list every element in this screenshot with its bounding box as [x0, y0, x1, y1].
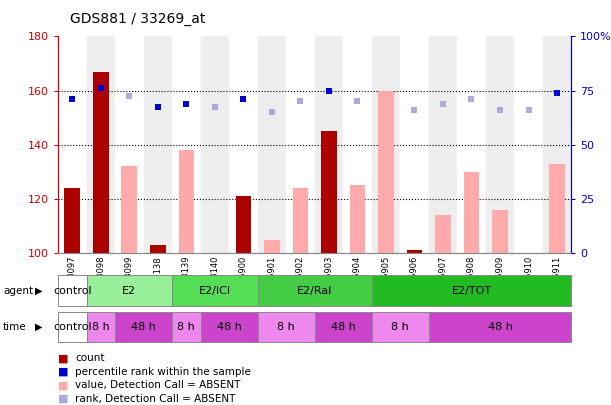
Bar — [65, 188, 80, 253]
Text: E2: E2 — [122, 286, 136, 296]
Point — [324, 87, 334, 94]
Bar — [122, 166, 137, 253]
Bar — [486, 36, 514, 253]
Bar — [464, 172, 480, 253]
Text: 8 h: 8 h — [277, 322, 295, 332]
Bar — [457, 36, 486, 253]
Bar — [293, 188, 309, 253]
Bar — [93, 72, 109, 253]
Bar — [371, 312, 429, 342]
Bar — [229, 36, 258, 253]
Text: E2/TOT: E2/TOT — [452, 286, 492, 296]
Bar — [172, 275, 258, 306]
Text: 48 h: 48 h — [488, 322, 513, 332]
Bar — [178, 205, 194, 253]
Bar — [429, 36, 457, 253]
Bar — [200, 312, 258, 342]
Text: time: time — [3, 322, 27, 332]
Point — [296, 98, 306, 104]
Bar — [58, 36, 87, 253]
Point — [210, 104, 220, 110]
Bar — [264, 240, 280, 253]
Text: ■: ■ — [58, 394, 68, 403]
Bar — [400, 36, 429, 253]
Bar — [172, 36, 200, 253]
Point — [238, 96, 248, 102]
Bar — [429, 312, 571, 342]
Bar — [435, 215, 451, 253]
Text: control: control — [53, 322, 92, 332]
Text: 48 h: 48 h — [131, 322, 156, 332]
Text: 8 h: 8 h — [92, 322, 110, 332]
Point — [467, 96, 477, 102]
Bar — [236, 196, 251, 253]
Text: agent: agent — [3, 286, 33, 296]
Text: ■: ■ — [58, 367, 68, 377]
Text: GDS881 / 33269_at: GDS881 / 33269_at — [70, 12, 206, 26]
Point — [267, 109, 277, 115]
Text: 48 h: 48 h — [331, 322, 356, 332]
Point — [552, 90, 562, 96]
Bar — [178, 150, 194, 253]
Point — [125, 93, 134, 99]
Text: control: control — [53, 286, 92, 296]
Bar — [200, 36, 229, 253]
Bar — [371, 275, 571, 306]
Bar — [115, 36, 144, 253]
Text: E2/Ral: E2/Ral — [297, 286, 332, 296]
Point — [438, 101, 448, 107]
Bar — [150, 245, 166, 253]
Point — [181, 101, 191, 107]
Text: 8 h: 8 h — [177, 322, 196, 332]
Point — [495, 107, 505, 113]
Bar — [514, 36, 543, 253]
Point — [153, 104, 163, 110]
Bar — [349, 185, 365, 253]
Text: 48 h: 48 h — [217, 322, 241, 332]
Bar — [87, 312, 115, 342]
Bar — [58, 275, 87, 306]
Text: 8 h: 8 h — [391, 322, 409, 332]
Bar — [258, 275, 371, 306]
Text: count: count — [75, 354, 104, 363]
Text: ▶: ▶ — [35, 286, 42, 296]
Bar — [144, 36, 172, 253]
Point — [409, 107, 419, 113]
Point — [96, 85, 106, 91]
Bar — [58, 312, 87, 342]
Point — [353, 98, 362, 104]
Bar — [407, 250, 422, 253]
Bar — [343, 36, 371, 253]
Bar — [315, 36, 343, 253]
Bar — [492, 210, 508, 253]
Text: rank, Detection Call = ABSENT: rank, Detection Call = ABSENT — [75, 394, 235, 403]
Bar — [321, 131, 337, 253]
Bar — [258, 312, 315, 342]
Text: percentile rank within the sample: percentile rank within the sample — [75, 367, 251, 377]
Text: ■: ■ — [58, 380, 68, 390]
Text: ▶: ▶ — [35, 322, 42, 332]
Bar — [115, 312, 172, 342]
Bar — [371, 36, 400, 253]
Bar — [286, 36, 315, 253]
Text: ■: ■ — [58, 354, 68, 363]
Bar — [549, 164, 565, 253]
Bar — [315, 312, 371, 342]
Text: value, Detection Call = ABSENT: value, Detection Call = ABSENT — [75, 380, 241, 390]
Bar — [172, 312, 200, 342]
Bar — [258, 36, 286, 253]
Bar — [543, 36, 571, 253]
Point — [67, 96, 77, 102]
Bar — [87, 275, 172, 306]
Bar — [378, 91, 394, 253]
Bar — [87, 36, 115, 253]
Point — [524, 107, 533, 113]
Text: E2/ICI: E2/ICI — [199, 286, 231, 296]
